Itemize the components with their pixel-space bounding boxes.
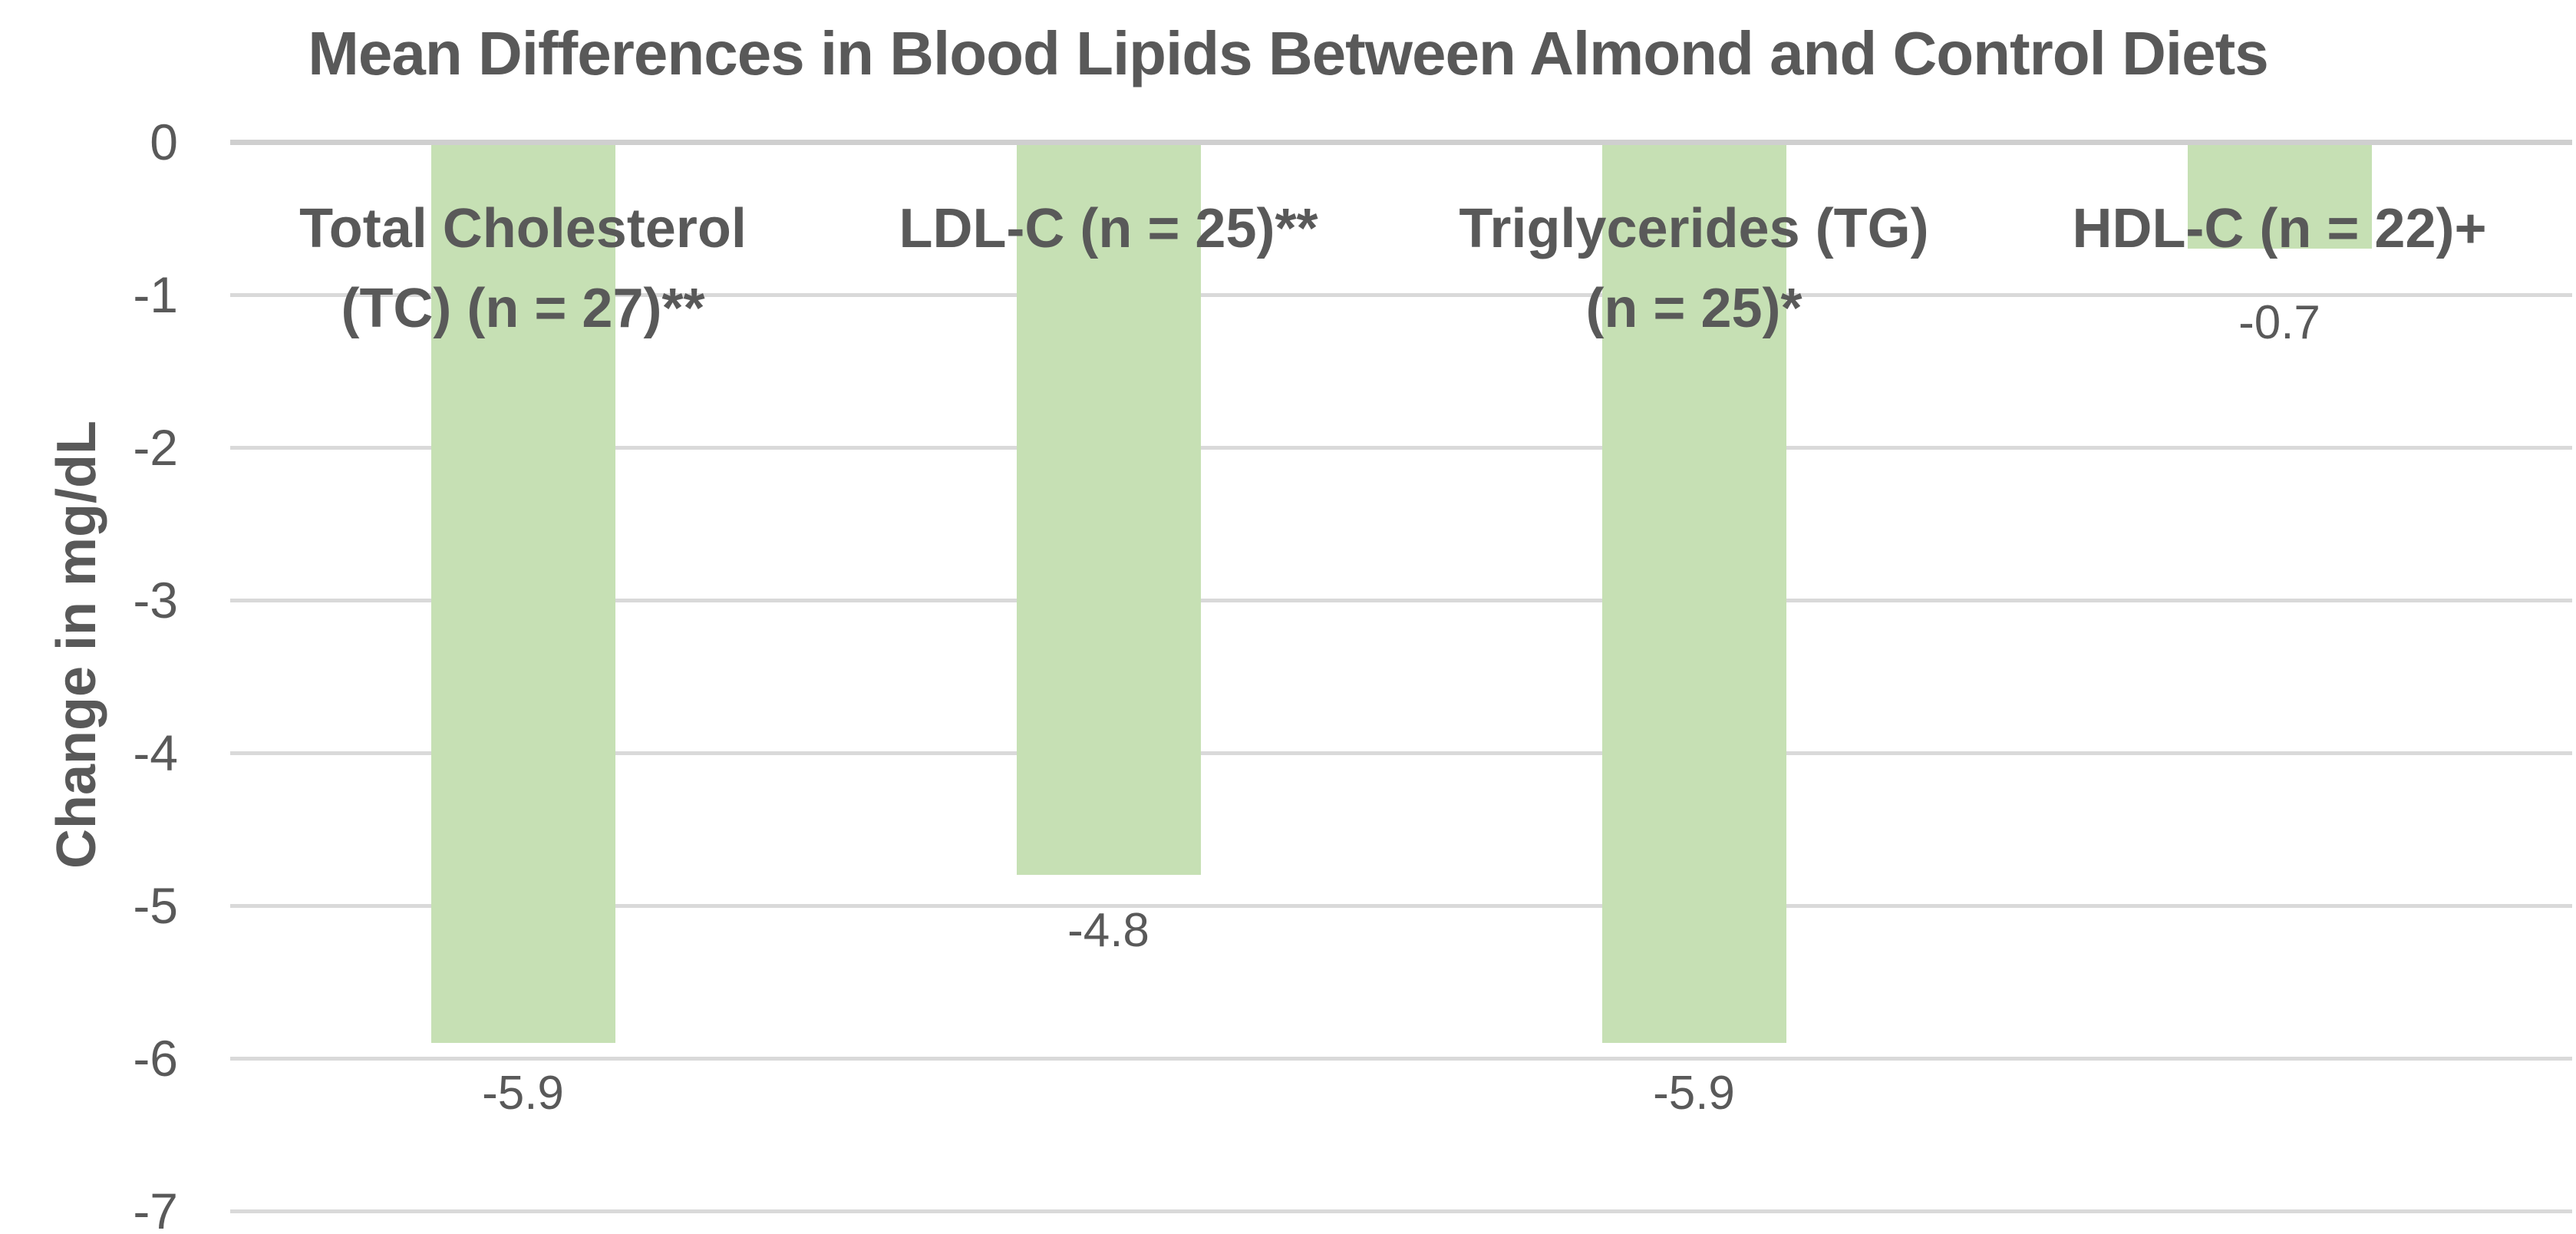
- gridline--3: [230, 599, 2572, 602]
- bar-total-cholesterol-tc: [430, 142, 615, 1044]
- chart-title: Mean Differences in Blood Lipids Between…: [308, 19, 2269, 87]
- y-axis-title: Change in mg/dL: [46, 421, 107, 869]
- y-tick-label--4: -4: [133, 724, 178, 781]
- gridline--1: [230, 293, 2572, 297]
- category-label-triglycerides-tg: Triglycerides (TG) (n = 25)*: [1459, 198, 1929, 339]
- value-label-ldl-c: -4.8: [1067, 904, 1149, 957]
- category-label-total-cholesterol-tc: Total Cholesterol (TC) (n = 27)**: [299, 198, 747, 339]
- bar-ldl-c: [1016, 142, 1201, 876]
- value-label-hdl-c: -0.7: [2238, 296, 2320, 349]
- gridline--6: [230, 1057, 2572, 1061]
- value-label-triglycerides-tg: -5.9: [1653, 1067, 1735, 1120]
- y-tick-label--6: -6: [133, 1030, 178, 1087]
- y-tick-label--3: -3: [133, 572, 178, 629]
- bar-hdl-c: [2187, 142, 2372, 249]
- gridline--5: [230, 904, 2572, 908]
- category-label-hdl-c: HDL-C (n = 22)+: [2072, 198, 2487, 259]
- y-tick-label--1: -1: [133, 266, 178, 323]
- gridline--2: [230, 446, 2572, 450]
- bar-triglycerides-tg: [1601, 142, 1786, 1044]
- gridline--4: [230, 751, 2572, 755]
- y-tick-label--7: -7: [133, 1183, 178, 1234]
- gridline--7: [230, 1209, 2572, 1213]
- category-label-ldl-c: LDL-C (n = 25)**: [899, 198, 1318, 259]
- y-tick-label-0: 0: [150, 114, 178, 170]
- y-tick-label--5: -5: [133, 877, 178, 934]
- zero-axis-line: [230, 140, 2572, 145]
- y-tick-label--2: -2: [133, 419, 178, 476]
- value-label-total-cholesterol-tc: -5.9: [482, 1067, 564, 1120]
